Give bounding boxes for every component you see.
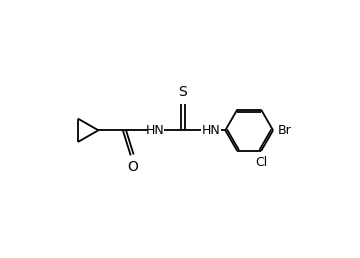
Text: O: O	[127, 159, 138, 174]
Text: Br: Br	[278, 124, 292, 137]
Text: HN: HN	[146, 124, 165, 137]
Text: S: S	[179, 85, 187, 99]
Text: HN: HN	[201, 124, 220, 137]
Text: Cl: Cl	[255, 156, 267, 169]
